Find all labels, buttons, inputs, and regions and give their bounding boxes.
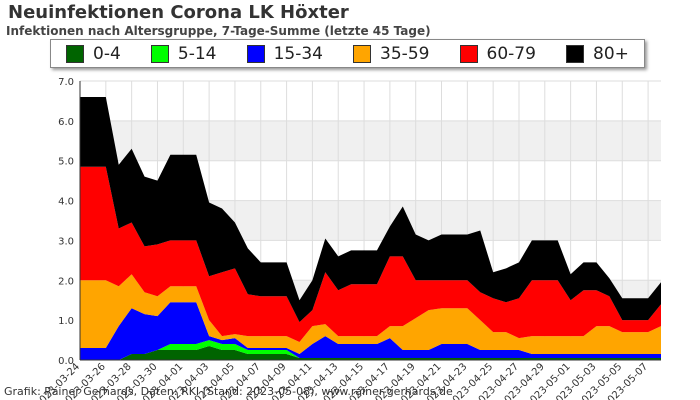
- legend-item-0-4: 0-4: [66, 44, 121, 64]
- legend-swatch: [459, 44, 478, 63]
- chart-title: Neuinfektionen Corona LK Höxter: [8, 2, 349, 23]
- area-series-0-4: [80, 346, 661, 360]
- legend-swatch: [150, 44, 169, 63]
- legend-item-5-14: 5-14: [150, 43, 217, 64]
- legend-label: 80+: [593, 43, 629, 64]
- legend-item-15-34: 15-34: [246, 43, 323, 64]
- legend-label: 35-59: [380, 43, 430, 64]
- legend: 0-4 5-14 15-34 35-59 60-79 80+: [50, 39, 645, 68]
- legend-swatch: [66, 44, 85, 63]
- legend-label: 60-79: [486, 43, 536, 64]
- legend-item-80-plus: 80+: [566, 44, 629, 64]
- y-tick-label: 6.0: [58, 117, 74, 128]
- legend-label: 0-4: [93, 43, 121, 64]
- legend-swatch: [246, 44, 265, 63]
- legend-label: 5-14: [177, 43, 217, 64]
- y-tick-label: 1.0: [58, 316, 74, 327]
- area-series-15-34: [80, 302, 661, 360]
- legend-item-60-79: 60-79: [459, 43, 536, 64]
- legend-item-35-59: 35-59: [353, 44, 429, 64]
- legend-swatch: [566, 44, 585, 63]
- area-series-35-59: [80, 274, 661, 355]
- area-series-80-plus: [80, 96, 661, 323]
- y-tick-label: 0.0: [58, 356, 74, 367]
- legend-label: 15-34: [273, 43, 323, 64]
- footer-credit: Grafik: Rainer Gerhards, Daten: RKI (Sta…: [4, 385, 453, 398]
- y-tick-label: 4.0: [58, 197, 74, 208]
- y-tick-label: 5.0: [58, 157, 74, 168]
- area-series-60-79: [80, 166, 661, 343]
- grid-band: [80, 120, 661, 161]
- y-tick-label: 3.0: [58, 236, 74, 247]
- y-tick-label: 7.0: [58, 77, 74, 88]
- y-tick-label: 2.0: [58, 276, 74, 287]
- chart-subtitle: Infektionen nach Altersgruppe, 7-Tage-Su…: [6, 24, 431, 38]
- area-series-5-14: [80, 340, 661, 360]
- legend-swatch: [353, 44, 372, 63]
